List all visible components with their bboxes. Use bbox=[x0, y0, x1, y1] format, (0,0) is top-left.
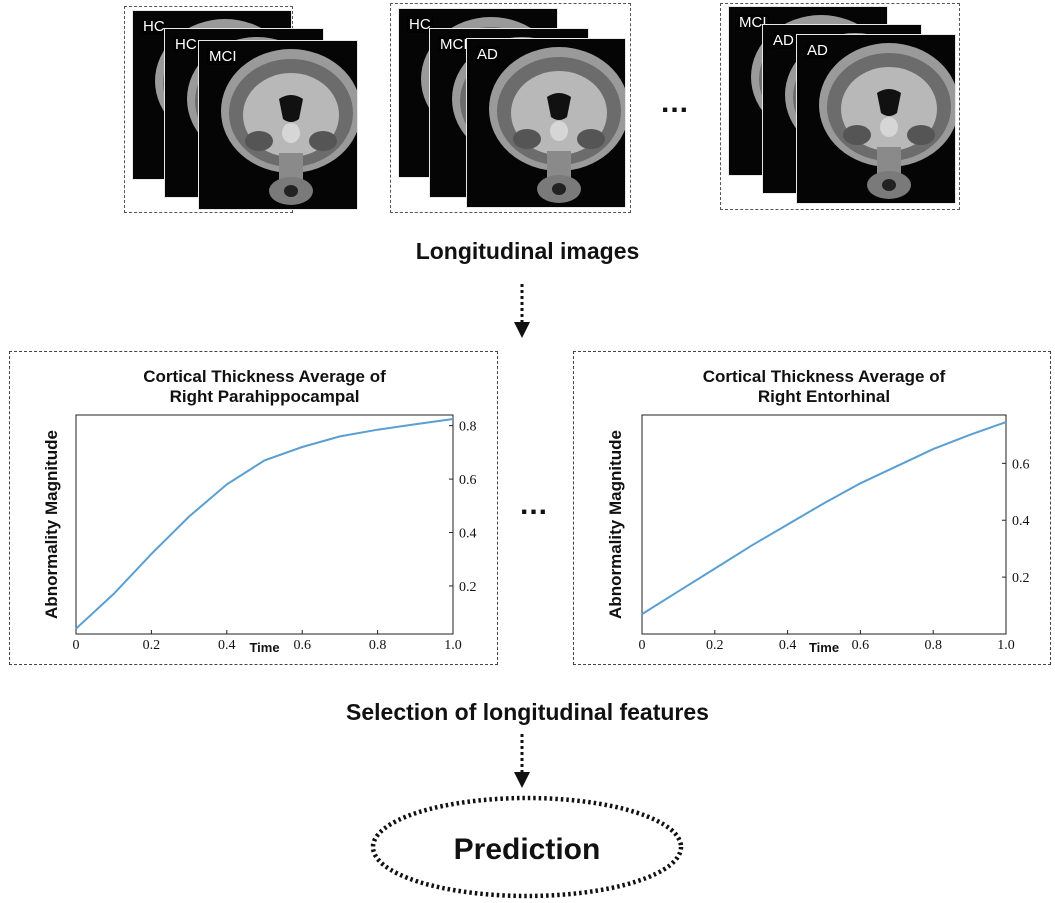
selection-label: Selection of longitudinal features bbox=[346, 699, 709, 725]
mri-slice: AD bbox=[466, 38, 626, 208]
chart-panel-2: Cortical Thickness Average of Right Entor… bbox=[573, 351, 1051, 665]
x-tick-label: 1.0 bbox=[997, 638, 1015, 653]
image-group-2 bbox=[390, 3, 631, 213]
x-axis-label: Time bbox=[249, 640, 279, 655]
diagnosis-label: HC bbox=[407, 16, 433, 33]
chart-title: Right Parahippocampal bbox=[170, 387, 360, 406]
x-tick-label: 0.8 bbox=[924, 638, 942, 653]
diagnosis-label: MCI bbox=[438, 36, 470, 53]
series-line bbox=[641, 421, 1007, 615]
arrow-down-1 bbox=[514, 284, 530, 338]
mri-slice: MCI bbox=[198, 40, 358, 210]
x-tick-label: 0.4 bbox=[218, 638, 236, 653]
y-tick-label: 0.8 bbox=[459, 420, 477, 435]
chart-title: Cortical Thickness Average of bbox=[143, 367, 386, 386]
chart-panel-1: Cortical Thickness Average of Right Parah… bbox=[9, 351, 498, 665]
y-tick-label: 0.6 bbox=[459, 473, 477, 488]
plot-area bbox=[641, 414, 1007, 635]
plot-area bbox=[75, 414, 454, 635]
y-tick-label: 0.2 bbox=[1012, 571, 1030, 586]
x-tick-label: 0.2 bbox=[706, 638, 724, 653]
y-tick-label: 0.4 bbox=[1012, 514, 1030, 529]
y-axis-label: Abnormality Magnitude bbox=[606, 430, 625, 619]
diagnosis-label: HC bbox=[173, 36, 199, 53]
mri-slice: AD bbox=[796, 34, 956, 204]
x-tick-label: 0.6 bbox=[293, 638, 311, 653]
y-tick-label: 0.2 bbox=[459, 580, 477, 595]
diagnosis-label: MCI bbox=[207, 48, 239, 65]
top-ellipsis: ... bbox=[661, 86, 690, 119]
diagnosis-label: MCI bbox=[737, 14, 769, 31]
x-tick-label: 0.8 bbox=[369, 638, 387, 653]
x-tick-label: 0.2 bbox=[143, 638, 161, 653]
prediction-label: Prediction bbox=[454, 833, 601, 866]
y-tick-label: 0.6 bbox=[1012, 457, 1030, 472]
arrow-down-2 bbox=[514, 734, 530, 788]
diagnosis-label: AD bbox=[475, 46, 500, 63]
x-axis-label: Time bbox=[809, 640, 839, 655]
middle-ellipsis: ... bbox=[520, 488, 549, 521]
series-line bbox=[75, 418, 454, 630]
chart-title: Cortical Thickness Average of bbox=[703, 367, 946, 386]
x-tick-label: 0.6 bbox=[852, 638, 870, 653]
y-axis-label: Abnormality Magnitude bbox=[42, 430, 61, 619]
x-tick-label: 1.0 bbox=[444, 638, 462, 653]
prediction-ellipse bbox=[370, 795, 684, 899]
prediction-node: Prediction bbox=[370, 795, 684, 899]
chart-title: Right Entorhinal bbox=[758, 387, 890, 406]
y-tick-label: 0.4 bbox=[459, 527, 477, 542]
diagnosis-label: AD bbox=[805, 42, 830, 59]
diagnosis-label: AD bbox=[771, 32, 796, 49]
longitudinal-images-label: Longitudinal images bbox=[415, 238, 640, 264]
x-tick-label: 0.4 bbox=[779, 638, 797, 653]
x-tick-label: 0 bbox=[73, 638, 80, 653]
diagnosis-label: HC bbox=[141, 18, 167, 35]
image-group-3 bbox=[720, 3, 960, 210]
x-tick-label: 0 bbox=[639, 638, 646, 653]
